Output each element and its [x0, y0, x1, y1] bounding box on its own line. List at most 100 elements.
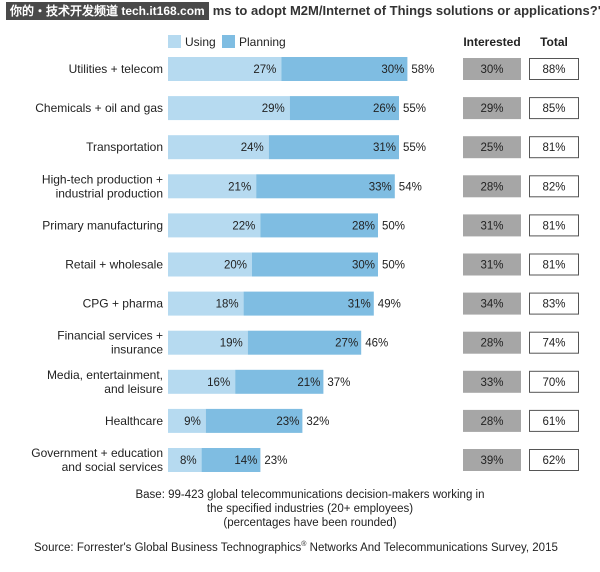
total-box: [529, 292, 579, 315]
source-text-end: Networks And Telecommunications Survey, …: [306, 541, 558, 554]
total-box: [529, 214, 579, 237]
bar-using: [168, 369, 236, 394]
bar-total-label: 32%: [306, 416, 329, 428]
bar-value-planning: 30%: [381, 64, 404, 76]
interested-value: 33%: [480, 377, 503, 389]
bar-planning: [268, 135, 399, 160]
category-label: Healthcare: [105, 414, 163, 428]
total-box: [529, 449, 579, 471]
bar-planning: [289, 96, 399, 121]
bar-value-using: 22%: [232, 220, 255, 232]
interested-value: 25%: [480, 142, 503, 154]
category-label: CPG + pharma: [83, 297, 164, 311]
category-label: Utilities + telecom: [69, 62, 163, 76]
interested-box: [463, 449, 521, 471]
category-label: Financial services + insurance: [57, 329, 163, 357]
interested-box: [463, 214, 521, 237]
total-box: [529, 370, 579, 393]
bar-value-using: 29%: [262, 103, 285, 115]
watermark: 你的・技术开发频道 tech.it168.com: [6, 2, 209, 20]
bar-value-using: 24%: [241, 142, 264, 154]
source-line: Source: Forrester's Global Business Tech…: [34, 541, 594, 554]
total-box: [529, 58, 579, 80]
bar-using: [168, 57, 282, 81]
total-value: 85%: [542, 103, 565, 115]
bar-value-planning: 23%: [276, 416, 299, 428]
bar-value-using: 19%: [220, 338, 243, 350]
interested-value: 28%: [480, 181, 503, 193]
bar-value-using: 21%: [228, 181, 251, 193]
bar-using: [168, 135, 269, 160]
bar-planning: [205, 408, 303, 433]
bar-value-planning: 14%: [234, 455, 257, 467]
bar-value-planning: 26%: [373, 103, 396, 115]
interested-value: 28%: [480, 416, 503, 428]
interested-box: [463, 253, 521, 276]
bar-using: [168, 408, 206, 433]
bar-value-using: 16%: [207, 377, 230, 389]
interested-value: 29%: [480, 103, 503, 115]
bar-total-label: 46%: [365, 338, 388, 350]
footnote-line: (percentages have been rounded): [223, 517, 397, 529]
bar-value-using: 20%: [224, 260, 247, 272]
bar-total-label: 54%: [399, 181, 422, 193]
source-text: Source: Forrester's Global Business Tech…: [34, 541, 302, 554]
bar-value-using: 27%: [253, 64, 276, 76]
interested-value: 31%: [480, 220, 503, 232]
bar-using: [168, 96, 290, 121]
total-box: [529, 175, 579, 198]
bar-planning: [256, 174, 395, 199]
bar-total-label: 50%: [382, 220, 405, 232]
bar-using: [168, 213, 261, 238]
bar-using: [168, 330, 248, 355]
bar-value-planning: 27%: [335, 338, 358, 350]
bar-planning: [201, 448, 261, 472]
total-value: 70%: [542, 377, 565, 389]
category-label: Retail + wholesale: [65, 258, 163, 272]
bar-using: [168, 448, 202, 472]
interested-value: 28%: [480, 338, 503, 350]
total-box: [529, 253, 579, 276]
interested-box: [463, 175, 521, 198]
question-text: ms to adopt M2M/Internet of Things solut…: [212, 3, 600, 18]
interested-box: [463, 331, 521, 354]
bar-value-using: 18%: [216, 299, 239, 311]
category-label: High-tech production + industrial product…: [42, 172, 163, 200]
total-box: [529, 409, 579, 432]
category-label: Primary manufacturing: [42, 218, 163, 232]
bar-planning: [281, 57, 408, 81]
bar-total-label: 50%: [382, 260, 405, 272]
footnote-line: Base: 99-423 global telecommunications d…: [135, 489, 485, 501]
legend-swatch-planning: [222, 35, 235, 48]
bar-total-label: 49%: [378, 299, 401, 311]
bar-value-using: 8%: [180, 455, 197, 467]
bar-total-label: 55%: [403, 103, 426, 115]
bar-value-planning: 31%: [348, 299, 371, 311]
interested-box: [463, 370, 521, 393]
total-value: 62%: [542, 455, 565, 467]
bar-total-label: 37%: [327, 377, 350, 389]
bar-planning: [247, 330, 362, 355]
total-value: 82%: [542, 181, 565, 193]
interested-box: [463, 136, 521, 159]
bar-planning: [235, 369, 324, 394]
interested-value: 34%: [480, 299, 503, 311]
total-box: [529, 331, 579, 354]
total-value: 83%: [542, 299, 565, 311]
category-label: Chemicals + oil and gas: [35, 101, 163, 115]
interested-box: [463, 97, 521, 120]
column-header-interested: Interested: [463, 35, 520, 49]
interested-box: [463, 58, 521, 80]
total-value: 81%: [542, 220, 565, 232]
stacked-bar-chart: Using Planning Interested Total Utilities + …: [31, 35, 579, 474]
category-label: Transportation: [86, 140, 163, 154]
legend-label-planning: Planning: [239, 35, 286, 49]
interested-box: [463, 409, 521, 432]
bar-total-label: 23%: [264, 455, 287, 467]
bar-using: [168, 174, 257, 199]
category-label: Government + education and social service…: [31, 446, 163, 474]
total-box: [529, 136, 579, 159]
bar-planning: [243, 291, 374, 316]
bar-value-using: 9%: [184, 416, 201, 428]
bar-value-planning: 21%: [297, 377, 320, 389]
